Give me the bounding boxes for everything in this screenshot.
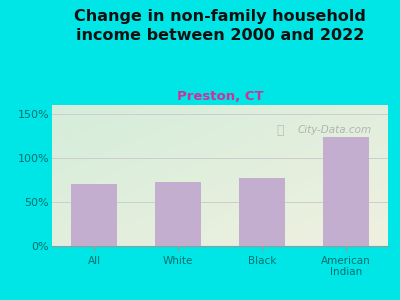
Text: City-Data.com: City-Data.com: [297, 125, 372, 135]
Bar: [239, 178, 285, 246]
Bar: [155, 182, 201, 246]
Bar: [71, 184, 117, 246]
Text: Change in non-family household
income between 2000 and 2022: Change in non-family household income be…: [74, 9, 366, 43]
Bar: [323, 137, 369, 246]
Text: ⓘ: ⓘ: [277, 124, 284, 137]
Text: Preston, CT: Preston, CT: [177, 90, 263, 103]
